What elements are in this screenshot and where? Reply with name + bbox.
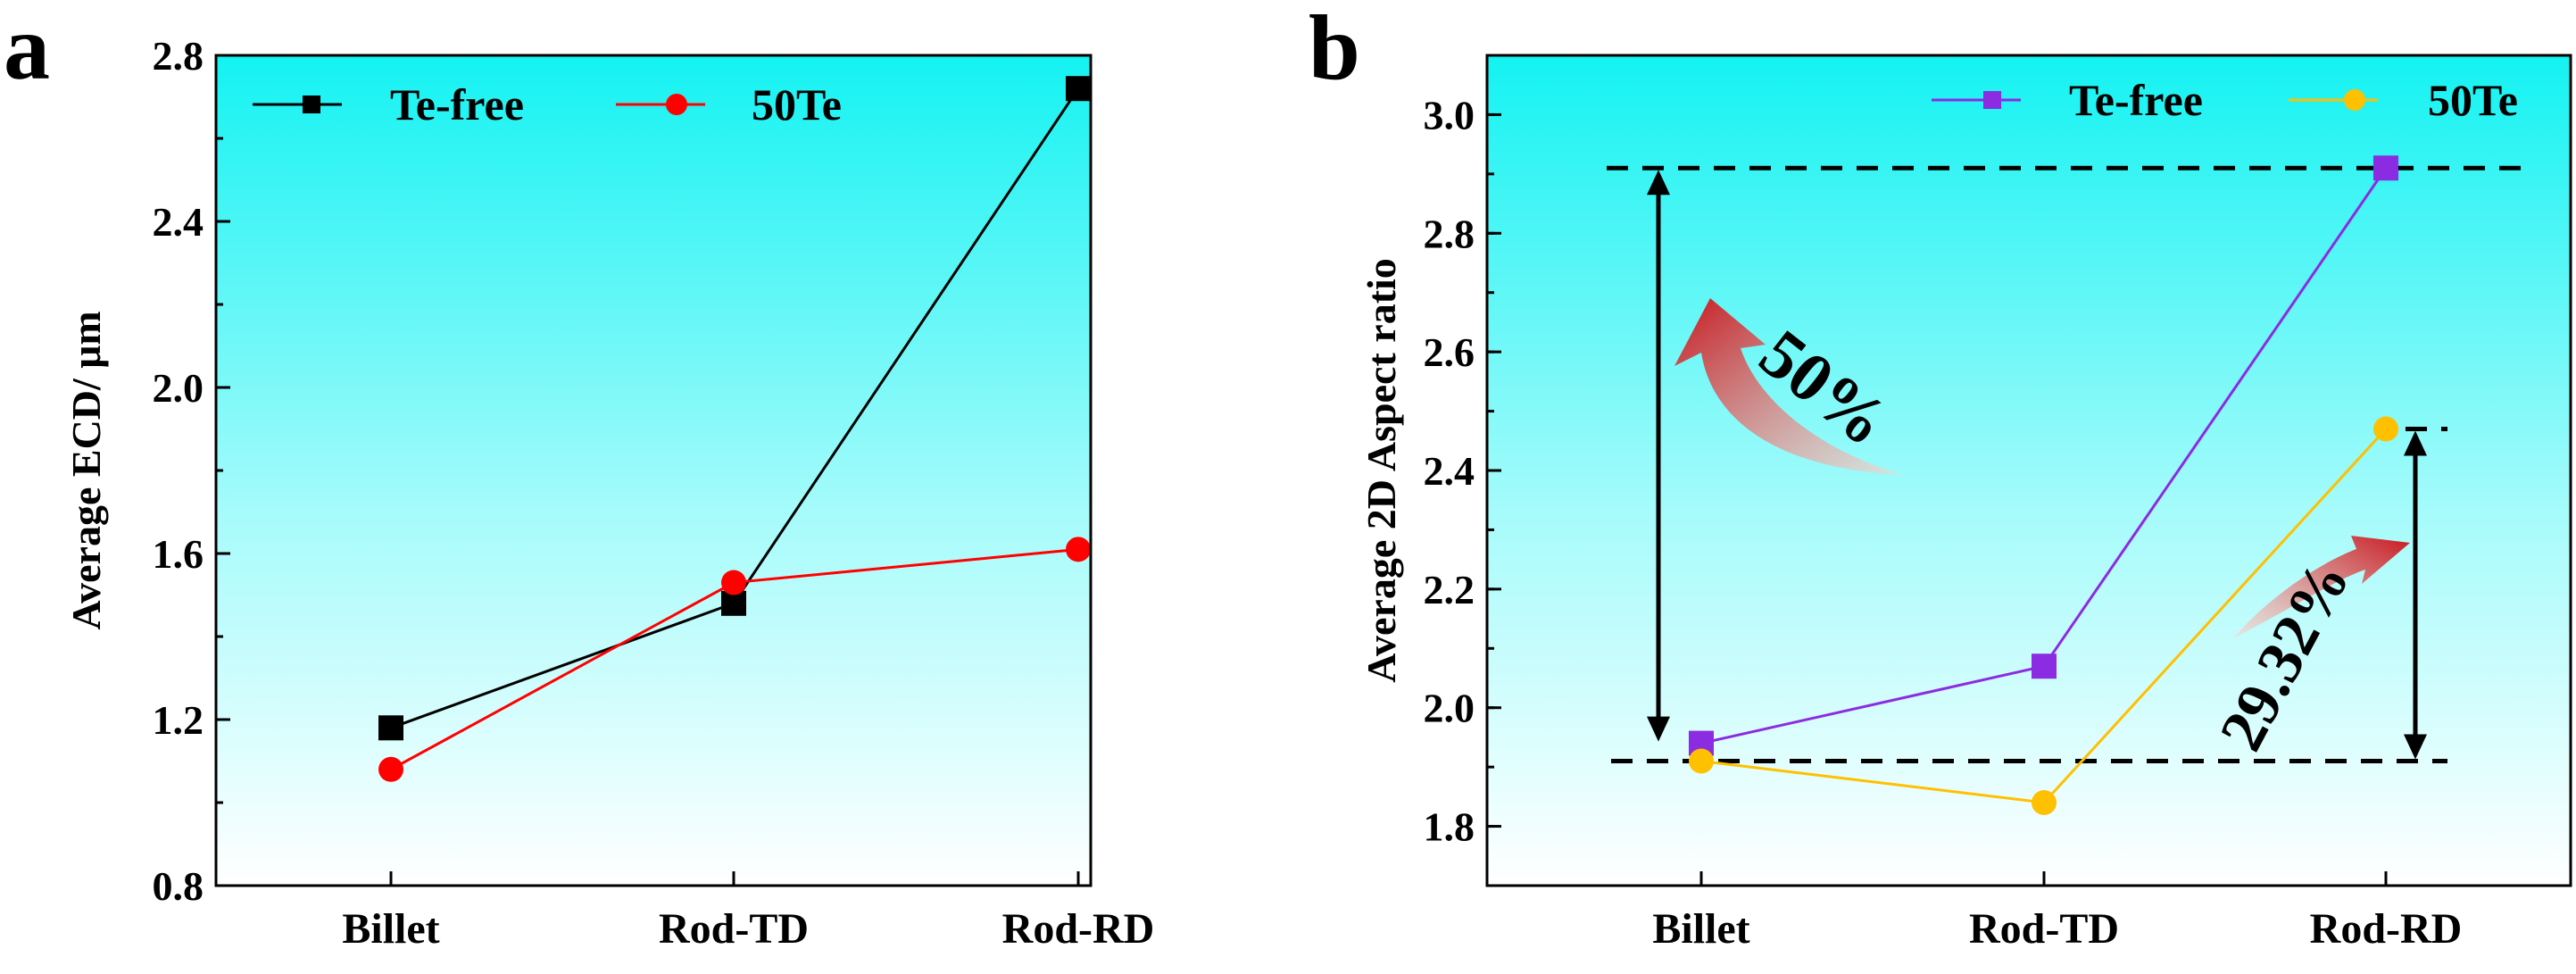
panel-b-series (1689, 155, 2398, 815)
y-tick-label: 0.8 (153, 863, 204, 909)
y-tick-label: 2.6 (1424, 329, 1475, 375)
arrow-head-up-icon (1647, 170, 1670, 196)
y-tick-label: 2.8 (153, 33, 204, 79)
data-point-50te-billet (378, 756, 403, 782)
y-tick-label: 2.0 (153, 365, 204, 411)
panel-a-plot-frame (214, 54, 1093, 887)
increase-arrow-icon (1674, 298, 1903, 475)
legend-circle-marker (2344, 89, 2365, 111)
panel-b-legend-te-free: Te-free (2069, 75, 2203, 125)
legend-square-marker (303, 96, 320, 113)
x-tick-label: Billet (342, 905, 439, 953)
arrow-head-up-icon (2404, 430, 2427, 456)
panel-a-y-axis-label: Average ECD/ μm (63, 311, 109, 629)
panel-b: b 1.8 2.0 2.2 2.4 2.6 2.8 3.0 Billet Rod-TD Rod-… (1309, 0, 2572, 953)
panel-b-x-ticks: Billet Rod-TD Rod-RD (1652, 871, 2462, 953)
y-tick-label: 2.4 (1424, 448, 1475, 494)
x-tick-label: Rod-TD (1969, 905, 2119, 953)
y-tick-label: 2.8 (1424, 211, 1475, 256)
x-tick-label: Rod-RD (2310, 905, 2463, 953)
y-tick-label: 2.4 (153, 199, 204, 245)
panel-a-y-ticks: 0.8 1.2 1.6 2.0 2.4 2.8 (153, 33, 230, 909)
y-tick-label: 3.0 (1424, 92, 1475, 137)
panel-a-x-ticks: Billet Rod-TD Rod-RD (342, 871, 1154, 953)
panel-b-legend: Te-free 50Te (1932, 75, 2518, 125)
legend-circle-marker (666, 94, 687, 115)
data-point-te-free-rod-td (2032, 653, 2057, 679)
panel-a-legend: Te-free 50Te (253, 79, 842, 129)
panel-a-label: a (4, 0, 50, 99)
increase-arrow-icon (2233, 536, 2410, 638)
panel-a-plot-background (216, 55, 1091, 886)
panel-b-y-ticks: 1.8 2.0 2.2 2.4 2.6 2.8 3.0 (1424, 54, 1501, 887)
panel-b-reference-lines (1607, 165, 2533, 763)
panel-b-plot-frame (1485, 54, 2572, 887)
data-point-50te-billet (1689, 748, 1714, 774)
x-tick-label: Billet (1652, 905, 1749, 953)
y-tick-label: 1.8 (1424, 804, 1475, 850)
panel-a: a 0.81.21.62.02.42.8 Billet Rod-TD Rod-RD … (4, 0, 1154, 953)
x-tick-label: Rod-TD (659, 905, 809, 953)
y-tick-label: 2.2 (1424, 567, 1475, 612)
panel-b-y-axis-label: Average 2D Aspect ratio (1359, 258, 1404, 683)
panel-a-series (378, 76, 1091, 782)
x-tick-label: Rod-RD (1002, 905, 1155, 953)
panel-b-legend-50te: 50Te (2428, 75, 2518, 125)
data-point-te-free-billet (378, 715, 403, 741)
data-point-50te-rod-rd (2373, 416, 2398, 442)
data-point-te-free-rod-rd (2373, 155, 2398, 181)
panel-a-legend-te-free: Te-free (390, 79, 524, 129)
y-tick-label: 2.0 (1424, 686, 1475, 731)
arrow-head-down-icon (2404, 734, 2427, 760)
panel-a-legend-50te: 50Te (752, 79, 842, 129)
legend-square-marker (1983, 91, 2001, 109)
panel-b-label: b (1309, 0, 1360, 99)
data-point-te-free-rod-rd (1066, 76, 1091, 102)
data-point-50te-rod-rd (1066, 537, 1091, 562)
data-point-50te-rod-td (721, 570, 746, 595)
arrow-head-down-icon (1647, 716, 1670, 742)
y-tick-label: 1.2 (153, 697, 204, 743)
data-point-50te-rod-td (2032, 790, 2057, 815)
y-tick-label: 1.6 (153, 531, 204, 577)
